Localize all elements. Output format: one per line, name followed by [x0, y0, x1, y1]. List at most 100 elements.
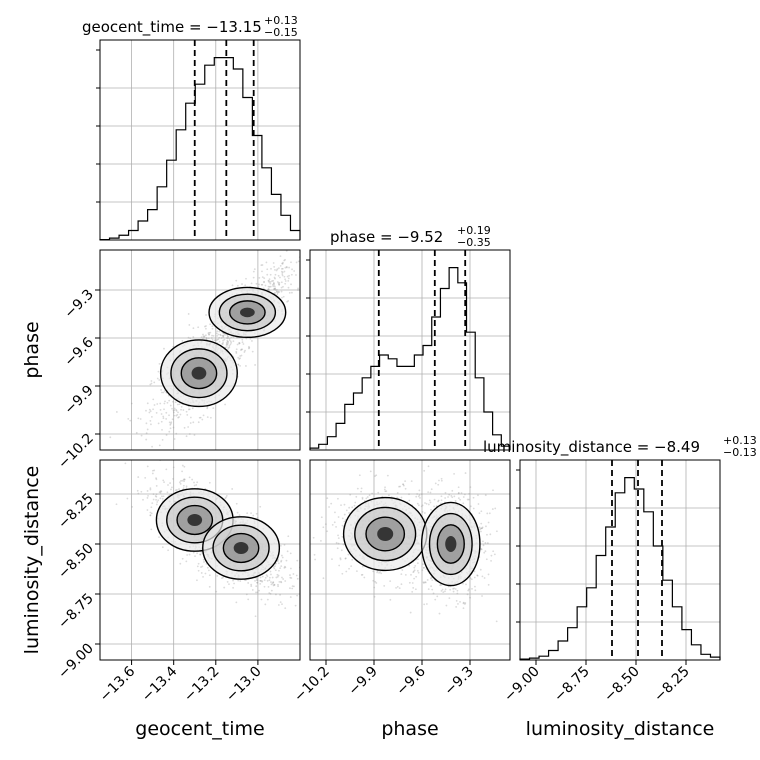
- panel-geocent-time-vs-luminosity-distance-point: [256, 591, 259, 594]
- panel-geocent-time-vs-luminosity-distance-point: [151, 469, 154, 472]
- panel-geocent-time-vs-luminosity-distance-point: [259, 576, 262, 579]
- panel-phase-vs-luminosity-distance-point: [427, 588, 430, 591]
- panel-phase-vs-luminosity-distance-point: [358, 474, 361, 477]
- panel-geocent-time-vs-luminosity-distance-point: [281, 556, 284, 559]
- panel-geocent-time-vs-luminosity-distance-point: [259, 579, 262, 582]
- panel-geocent-time-vs-phase-point: [240, 348, 243, 351]
- panel-geocent-time-vs-phase-point: [274, 288, 276, 290]
- panel-geocent-time-vs-luminosity-distance-point: [126, 497, 129, 500]
- panel-phase-vs-luminosity-distance-point: [396, 585, 399, 588]
- panel-geocent-time-vs-luminosity-distance-point: [153, 469, 156, 472]
- panel-phase-vs-luminosity-distance-point: [413, 569, 416, 572]
- panel-geocent-time-vs-phase-point: [284, 280, 287, 282]
- panel-geocent-time-vs-phase-point: [269, 285, 272, 288]
- panel-phase-vs-luminosity-distance-point: [448, 493, 451, 496]
- panel-geocent-time-vs-luminosity-distance-point: [305, 600, 307, 602]
- panel-geocent-time-vs-luminosity-distance-point: [158, 536, 160, 539]
- panel-geocent-time-vs-phase-point: [156, 403, 159, 405]
- panel-geocent-time-vs-phase-point: [237, 364, 240, 366]
- panel-phase-vs-luminosity-distance-point: [424, 581, 427, 584]
- panel-phase-vs-luminosity-distance-point: [467, 498, 470, 501]
- panel-phase-vs-luminosity-distance-point: [462, 496, 465, 498]
- panel-phase-vs-luminosity-distance-point: [469, 505, 472, 508]
- panel-geocent-time-vs-luminosity-distance-point: [267, 585, 270, 588]
- panel-phase-vs-luminosity-distance-point: [481, 575, 484, 578]
- panel-phase-vs-luminosity-distance-point: [345, 570, 348, 573]
- panel-geocent-time-vs-phase-point: [291, 291, 293, 294]
- panel-geocent-time-vs-phase-point: [244, 349, 246, 352]
- panel-geocent-time-vs-phase-point: [266, 288, 269, 291]
- panel-geocent-time-vs-phase-point: [267, 279, 270, 282]
- panel-geocent-time-vs-luminosity-distance-point: [270, 589, 273, 592]
- panel-geocent-time-vs-phase-point: [162, 391, 165, 394]
- panel-geocent-time-vs-phase-point: [165, 418, 168, 420]
- panel-phase-vs-luminosity-distance-point: [410, 573, 412, 576]
- panel-geocent-time-vs-luminosity-distance-point: [273, 583, 276, 586]
- panel-geocent-time-vs-luminosity-distance-point: [282, 578, 285, 580]
- panel-geocent-time-vs-luminosity-distance-point: [289, 596, 292, 598]
- panel-phase-vs-luminosity-distance-point: [486, 512, 489, 515]
- panel-phase-vs-luminosity-distance-point: [420, 505, 423, 508]
- xtick-label-phase: −10.2: [291, 664, 333, 706]
- panel-phase-vs-luminosity-distance-point: [491, 508, 494, 510]
- panel-phase-vs-luminosity-distance-point: [437, 500, 439, 503]
- panel-phase-vs-luminosity-distance-point: [464, 472, 467, 474]
- panel-geocent-time-vs-luminosity-distance-point: [272, 566, 275, 568]
- panel-geocent-time-vs-phase-point: [205, 338, 208, 340]
- panel-phase-vs-luminosity-distance-point: [480, 510, 483, 513]
- panel-phase-vs-luminosity-distance-point: [408, 581, 411, 584]
- panel-phase-vs-luminosity-distance-point: [469, 596, 471, 599]
- panel-geocent-time-vs-phase-point: [241, 341, 244, 344]
- panel-geocent-time-vs-luminosity-distance-contour-1-3: [233, 542, 249, 554]
- panel-geocent-time-vs-luminosity-distance-point: [232, 579, 234, 582]
- panel-geocent-time-vs-luminosity-distance-point: [278, 580, 281, 583]
- panel-geocent-time-vs-phase-point: [227, 341, 230, 343]
- panel-geocent-time-vs-phase-point: [135, 431, 138, 434]
- panel-phase-vs-luminosity-distance-point: [418, 489, 421, 492]
- panel-geocent-time-vs-luminosity-distance-point: [261, 580, 264, 583]
- panel-geocent-time-vs-phase-point: [187, 408, 190, 411]
- panel-geocent-time-vs-phase-point: [211, 325, 214, 328]
- hist-geocent-time-frame: [99, 39, 301, 241]
- panel-geocent-time-vs-luminosity-distance-point: [155, 503, 158, 506]
- panel-geocent-time-vs-phase-point: [202, 335, 205, 338]
- panel-geocent-time-vs-phase-point: [130, 402, 133, 405]
- hist-geocent-time-grid: [100, 40, 300, 240]
- panel-geocent-time-vs-phase-point: [220, 337, 223, 339]
- panel-geocent-time-vs-phase-point: [281, 296, 283, 299]
- panel-geocent-time-vs-luminosity-distance-point: [152, 498, 155, 501]
- panel-geocent-time-vs-luminosity-distance-point: [268, 592, 271, 594]
- panel-geocent-time-vs-luminosity-distance-point: [199, 553, 202, 556]
- panel-phase-vs-luminosity-distance-point: [366, 496, 369, 498]
- panel-geocent-time-vs-phase-point: [277, 282, 280, 285]
- panel-phase-vs-luminosity-distance-point: [351, 558, 354, 561]
- panel-geocent-time-vs-phase-point: [260, 264, 263, 267]
- panel-geocent-time-vs-phase-point: [272, 279, 275, 282]
- panel-phase-vs-luminosity-distance-point: [408, 499, 411, 502]
- panel-geocent-time-vs-phase-point: [150, 423, 152, 426]
- panel-geocent-time-vs-phase-point: [228, 344, 231, 347]
- panel-geocent-time-vs-luminosity-distance-point: [273, 567, 276, 570]
- panel-geocent-time-vs-luminosity-distance-point: [192, 551, 195, 554]
- panel-geocent-time-vs-phase-point: [240, 354, 243, 357]
- panel-phase-vs-luminosity-distance-point: [473, 576, 476, 579]
- panel-phase-vs-luminosity-distance-point: [456, 592, 459, 595]
- panel-geocent-time-vs-phase-point: [243, 351, 246, 353]
- panel-phase-vs-luminosity-distance-point: [402, 484, 405, 487]
- panel-geocent-time-vs-luminosity-distance-point: [246, 512, 249, 515]
- panel-phase-vs-luminosity-distance-point: [377, 491, 380, 494]
- panel-geocent-time-vs-luminosity-distance-point: [151, 502, 154, 504]
- panel-geocent-time-vs-phase-point: [303, 267, 305, 269]
- panel-geocent-time-vs-phase-point: [288, 274, 290, 277]
- panel-geocent-time-vs-phase-point: [192, 421, 195, 424]
- panel-geocent-time-vs-luminosity-distance-point: [144, 476, 147, 479]
- panel-geocent-time-vs-luminosity-distance-point: [225, 494, 228, 497]
- panel-geocent-time-vs-luminosity-distance-point: [232, 586, 235, 589]
- panel-geocent-time-vs-phase-point: [290, 273, 293, 276]
- panel-geocent-time-vs-luminosity-distance-point: [220, 577, 223, 580]
- panel-geocent-time-vs-luminosity-distance-point: [250, 585, 253, 588]
- panel-geocent-time-vs-luminosity-distance-point: [172, 478, 174, 480]
- panel-geocent-time-vs-luminosity-distance-point: [167, 549, 170, 552]
- panel-phase-vs-luminosity-distance-point: [483, 577, 486, 579]
- panel-geocent-time-vs-phase-point: [189, 337, 192, 340]
